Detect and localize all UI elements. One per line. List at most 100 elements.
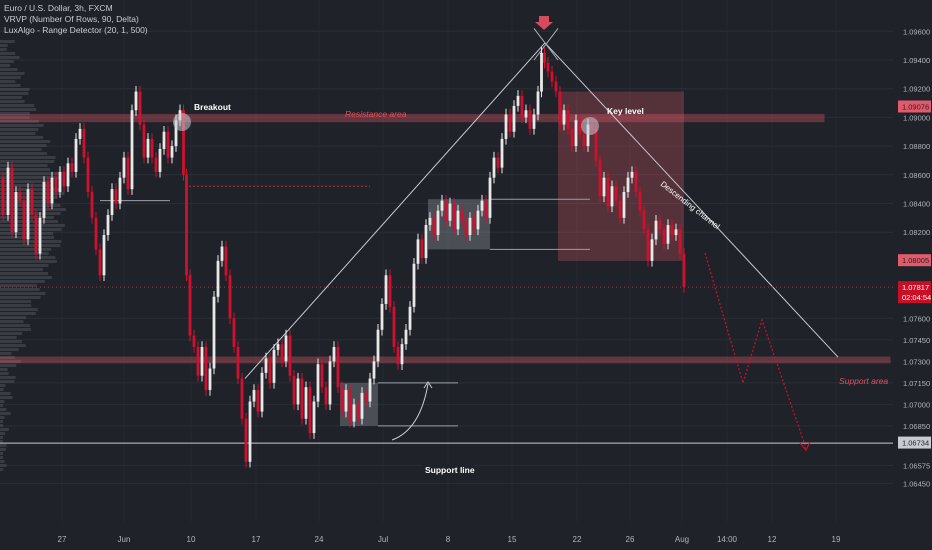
candle-body [360, 392, 364, 419]
volume-profile-bar [0, 256, 56, 259]
candle-body [256, 390, 260, 412]
candle-body [244, 418, 248, 462]
key-high-tag: 1.09076 [902, 102, 929, 111]
candle-body [642, 210, 646, 230]
volume-profile-bar [0, 212, 61, 215]
candle-body [86, 157, 90, 193]
candle-body [512, 105, 516, 132]
volume-profile-bar [0, 224, 65, 227]
volume-profile-bar [0, 364, 17, 367]
indicator-range-detector[interactable]: LuxAlgo - Range Detector (20, 1, 500) [4, 25, 148, 35]
candle-body [344, 390, 348, 412]
volume-profile-bar [0, 276, 52, 279]
volume-profile-bar [0, 452, 3, 455]
volume-profile-bar [0, 96, 22, 99]
candle-body [98, 249, 102, 276]
candle-body [300, 378, 304, 419]
volume-profile-bar [0, 368, 8, 371]
indicator-vrvp[interactable]: VRVP (Number Of Rows, 90, Delta) [4, 14, 139, 24]
bounce-arrowhead [423, 381, 433, 389]
candle-body [488, 177, 492, 218]
volume-profile-bar [0, 40, 15, 43]
candle-body [166, 131, 170, 158]
volume-profile-bar [0, 372, 9, 375]
candle-body [408, 306, 412, 330]
candle-body [220, 246, 224, 261]
candle-body [638, 192, 642, 211]
volume-profile-bar [0, 84, 21, 87]
candle-body [30, 189, 34, 215]
projection-arrowhead [799, 441, 811, 452]
candle-body [150, 138, 154, 158]
volume-profile-bar [0, 244, 61, 247]
y-tick-label: 1.09200 [903, 85, 930, 94]
support-zone [0, 356, 891, 364]
candle-body [58, 171, 62, 193]
candle-body [536, 91, 540, 115]
candle-body [540, 52, 543, 92]
candle-body [78, 128, 82, 139]
candle-body [264, 358, 268, 373]
candle-body [356, 404, 360, 419]
volume-profile-bar [0, 116, 30, 119]
candle-body [546, 62, 550, 72]
candle-body [102, 235, 106, 276]
key-level-circle [581, 117, 599, 135]
candle-body [228, 275, 232, 319]
apex-cross [533, 28, 559, 61]
candle-body [528, 110, 532, 129]
volume-profile-bar [0, 168, 51, 171]
candle-body [496, 157, 500, 168]
top-marker-arrow [535, 16, 553, 30]
volume-profile-bar [0, 320, 24, 323]
volume-profile-bar [0, 120, 39, 123]
current-price-tag-bg [898, 281, 931, 304]
volume-profile-bar [0, 348, 19, 351]
volume-profile-bar [0, 88, 30, 91]
candle-body [174, 120, 178, 147]
candle-body [468, 217, 472, 236]
candle-body [484, 200, 488, 218]
volume-profile-bar [0, 396, 13, 399]
volume-profile-bar [0, 376, 16, 379]
volume-profile-bar [0, 360, 21, 363]
volume-profile-bar [0, 228, 62, 231]
candle-body [316, 364, 320, 402]
candle-body [658, 220, 662, 230]
volume-profile-bar [0, 80, 16, 83]
candle-body [276, 344, 280, 350]
support-low-tag-bg [898, 436, 931, 449]
key-high-tag-bg [898, 100, 931, 113]
candle-body [372, 361, 376, 379]
volume-profile-bar [0, 456, 3, 459]
resistance-zone [0, 114, 825, 123]
volume-profile-bar [0, 108, 37, 111]
candle-body [614, 186, 618, 201]
candle-body [666, 225, 670, 244]
candle-body [134, 91, 138, 111]
volume-profile-bar [0, 248, 52, 251]
candle-body [126, 157, 130, 190]
candle-body [340, 387, 344, 412]
candle-body [204, 347, 208, 391]
symbol-line[interactable]: Euro / U.S. Dollar, 3h, FXCM [4, 3, 113, 13]
volume-profile-bar [0, 252, 49, 255]
candle-body [192, 335, 196, 347]
candle-body [594, 128, 598, 161]
volume-profile-bar [0, 308, 38, 311]
x-tick-label: 12 [768, 535, 777, 544]
y-tick-label: 1.07000 [903, 400, 930, 409]
candle-body [42, 181, 46, 218]
volume-profile-bar [0, 332, 23, 335]
candle-body [554, 81, 558, 92]
candle-body [236, 347, 240, 379]
candle-body [424, 225, 428, 259]
volume-profile-bar [0, 124, 44, 127]
volume-profile-bar [0, 296, 41, 299]
y-tick-label: 1.06575 [903, 461, 930, 470]
x-tick-label: Jun [118, 535, 131, 544]
volume-profile-bar [0, 48, 7, 51]
volume-profile-bar [0, 60, 14, 63]
